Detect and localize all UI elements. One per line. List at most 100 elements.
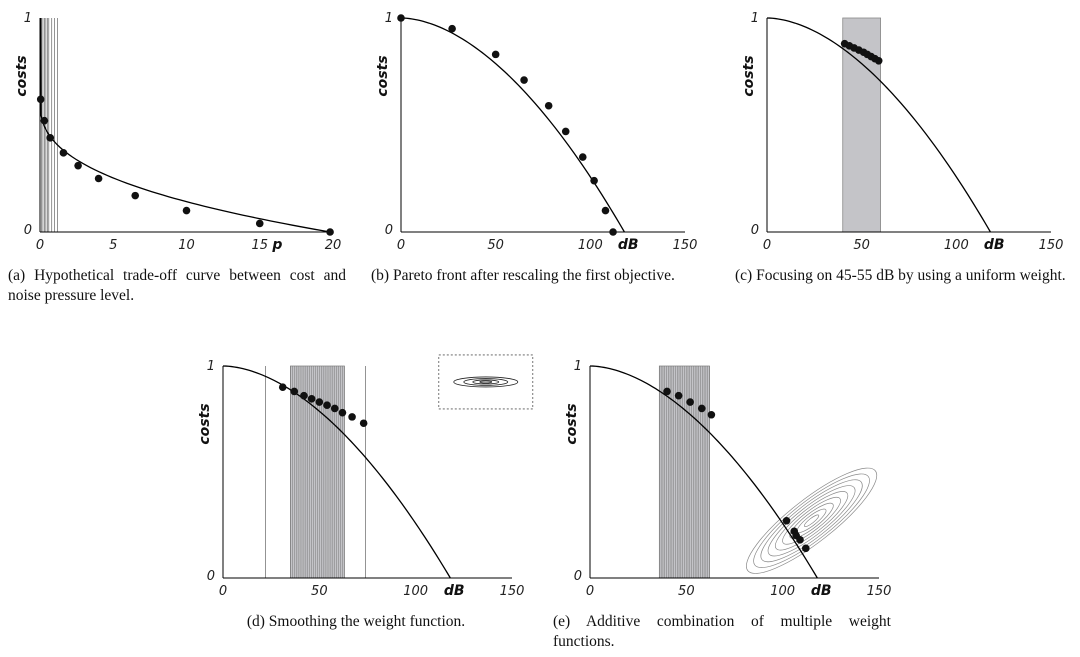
x-tick-label: 150: [867, 584, 892, 599]
x-tick-label: 10: [178, 238, 195, 253]
data-point: [348, 413, 356, 421]
x-tick-label: 0: [219, 584, 227, 599]
y-tick-label: 1: [385, 11, 393, 26]
x-tick-label: 150: [1039, 238, 1064, 253]
data-point: [697, 404, 706, 413]
data-point: [874, 57, 883, 65]
x-tick-label: 50: [311, 584, 328, 599]
contour-ellipse: [782, 496, 841, 545]
contour-ellipse: [796, 508, 827, 533]
x-tick-label: 100: [944, 238, 969, 253]
x-axis-label: p: [271, 237, 282, 253]
x-axis-label: dB: [984, 237, 1005, 253]
data-point: [255, 219, 264, 228]
data-point: [59, 149, 68, 157]
data-point: [663, 387, 671, 396]
caption-e: (e) Additive combination of multiple wei…: [553, 613, 891, 650]
data-point: [491, 50, 500, 59]
inset-box: [438, 354, 534, 410]
data-point: [94, 174, 103, 183]
x-tick-label: 0: [36, 238, 44, 253]
contour-ellipse: [753, 473, 870, 568]
x-tick-label: 20: [325, 238, 342, 253]
x-tick-label: 150: [673, 238, 698, 253]
data-point: [300, 391, 308, 400]
chart-d: 0 50 100 150 0 1 dB costs: [197, 354, 534, 599]
y-tick-label: 1: [751, 11, 759, 26]
contour-ellipse: [760, 479, 863, 563]
x-tick-label: 0: [397, 238, 405, 253]
contour-ellipse: [746, 467, 878, 574]
x-tick-label: 50: [678, 584, 695, 599]
caption-d: (d) Smoothing the weight function.: [246, 613, 466, 630]
caption-c: (c) Focusing on 45-55 dB by using a unif…: [735, 267, 1066, 284]
chart-a: 0 5 10 15 20 0 1 p costs: [14, 11, 341, 253]
chart-e: 0 50 100 150 0 1 dB costs: [564, 359, 891, 599]
x-axis-label: dB: [444, 583, 465, 599]
y-tick-label: 0: [24, 223, 32, 238]
x-tick-label: 100: [403, 584, 428, 599]
data-point: [46, 134, 55, 142]
y-tick-label: 0: [207, 569, 215, 584]
chart-c: 0 50 100 150 0 1 dB costs: [741, 11, 1063, 253]
x-tick-label: 5: [109, 238, 117, 253]
data-point: [578, 153, 587, 161]
x-tick-label: 100: [578, 238, 603, 253]
x-tick-label: 50: [487, 238, 504, 253]
y-axis-label: costs: [375, 55, 391, 96]
y-tick-label: 1: [574, 359, 582, 374]
data-point: [323, 401, 331, 410]
data-point: [131, 191, 140, 200]
x-tick-label: 0: [763, 238, 771, 253]
contour-ellipse: [774, 491, 849, 551]
x-tick-label: 100: [770, 584, 795, 599]
data-point: [674, 391, 683, 400]
y-tick-label: 1: [24, 11, 32, 26]
data-point: [561, 127, 570, 136]
data-point: [74, 161, 82, 170]
data-point: [36, 95, 45, 104]
data-point: [544, 101, 553, 110]
data-point: [782, 516, 791, 525]
data-point: [590, 176, 598, 185]
pareto-curve: [766, 17, 991, 233]
pareto-curve: [222, 365, 451, 579]
data-point: [609, 228, 617, 236]
x-tick-label: 15: [251, 238, 268, 253]
y-axis-label: costs: [741, 55, 757, 96]
x-tick-label: 0: [586, 584, 594, 599]
data-point: [326, 228, 334, 236]
x-tick-label: 50: [853, 238, 870, 253]
y-tick-label: 0: [385, 223, 393, 238]
inset-contour: [463, 378, 509, 386]
data-point: [359, 419, 368, 428]
contour-ellipse: [803, 514, 820, 527]
data-point: [520, 76, 528, 84]
y-tick-label: 1: [207, 359, 215, 374]
data-point: [707, 410, 716, 419]
y-axis-label: costs: [197, 403, 213, 444]
data-point: [601, 206, 610, 215]
data-point: [278, 383, 287, 392]
data-point: [686, 398, 694, 406]
inset-contour: [472, 379, 500, 385]
data-point: [397, 14, 405, 22]
contour-ellipse: [789, 502, 834, 539]
x-tick-label: 150: [500, 584, 525, 599]
caption-b: (b) Pareto front after rescaling the fir…: [371, 267, 675, 284]
x-axis-label: dB: [618, 237, 639, 253]
data-point: [801, 544, 810, 553]
inset-contour: [479, 380, 493, 384]
y-tick-label: 0: [574, 569, 582, 584]
data-point: [290, 387, 299, 396]
caption-a: (a) Hypothetical trade-off curve between…: [8, 267, 346, 304]
data-point: [182, 206, 191, 215]
x-axis-label: dB: [811, 583, 832, 599]
data-point: [40, 116, 49, 125]
y-axis-label: costs: [564, 403, 580, 444]
pareto-curve: [40, 17, 331, 233]
data-point: [796, 536, 804, 544]
contour-ellipse: [767, 485, 856, 557]
chart-b: 0 50 100 150 0 1 dB costs: [375, 11, 697, 253]
